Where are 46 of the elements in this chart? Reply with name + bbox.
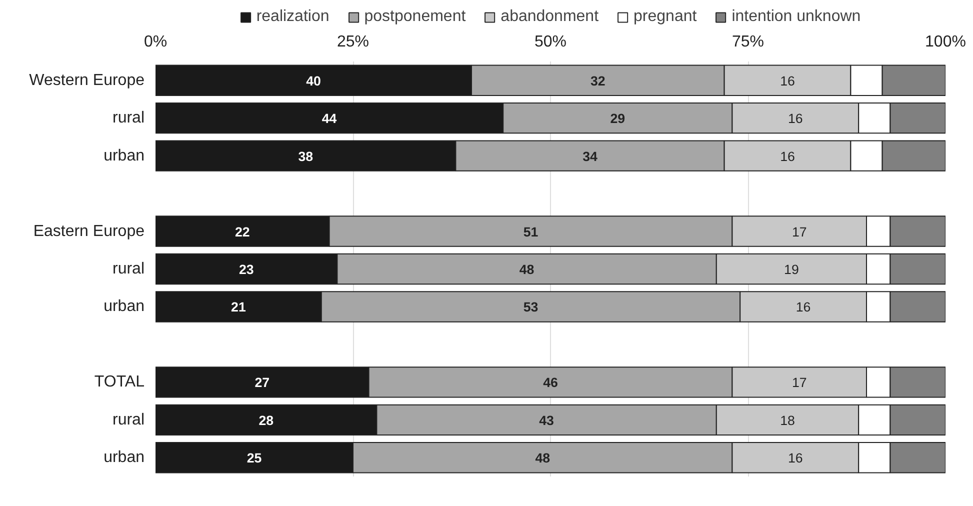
data-label: 29 — [610, 111, 626, 126]
y-tick-label: Eastern Europe — [33, 222, 145, 240]
legend-label: intention unknown — [732, 8, 861, 26]
data-label: 38 — [298, 148, 314, 164]
legend-label: abandonment — [500, 8, 599, 26]
y-tick-label: urban — [104, 298, 144, 316]
data-label: 16 — [788, 450, 803, 466]
data-label: 16 — [780, 73, 795, 88]
y-tick-label: urban — [104, 449, 144, 466]
data-label: 22 — [234, 224, 250, 240]
legend-label: postponement — [364, 8, 466, 26]
y-tick-label: TOTAL — [94, 374, 145, 391]
legend-label: realization — [256, 8, 330, 26]
y-tick-label: rural — [112, 260, 145, 278]
x-tick-label: 50% — [534, 34, 567, 50]
data-label: 48 — [535, 450, 550, 466]
data-label: 16 — [788, 111, 803, 126]
x-tick-label: 25% — [336, 34, 370, 50]
data-label: 17 — [792, 224, 807, 240]
data-label: 21 — [231, 300, 246, 315]
legend-label: pregnant — [634, 8, 697, 26]
data-label: 53 — [523, 300, 538, 315]
data-label: 16 — [796, 300, 811, 315]
data-label: 48 — [519, 262, 534, 277]
data-label: 28 — [258, 412, 274, 428]
data-label: 32 — [590, 73, 606, 88]
data-label: 27 — [254, 375, 270, 390]
data-label: 43 — [539, 412, 554, 428]
data-label: 16 — [780, 148, 795, 164]
data-label: 17 — [792, 375, 807, 390]
data-label: 34 — [582, 148, 598, 164]
y-tick-label: Western Europe — [29, 72, 145, 89]
y-tick-label: urban — [104, 147, 144, 164]
y-tick-label: rural — [112, 411, 145, 428]
data-label: 23 — [238, 262, 254, 277]
data-label: 40 — [306, 73, 321, 88]
data-label: 51 — [523, 224, 539, 240]
data-label: 44 — [322, 111, 338, 126]
y-tick-label: rural — [112, 110, 145, 127]
data-label: 46 — [543, 375, 558, 390]
x-tick-label: 75% — [732, 34, 764, 50]
data-label: 19 — [784, 262, 799, 277]
x-tick-label: 100% — [925, 34, 966, 50]
data-label: 18 — [780, 412, 795, 428]
x-tick-label: 0% — [144, 34, 168, 50]
data-label: 25 — [246, 450, 262, 466]
